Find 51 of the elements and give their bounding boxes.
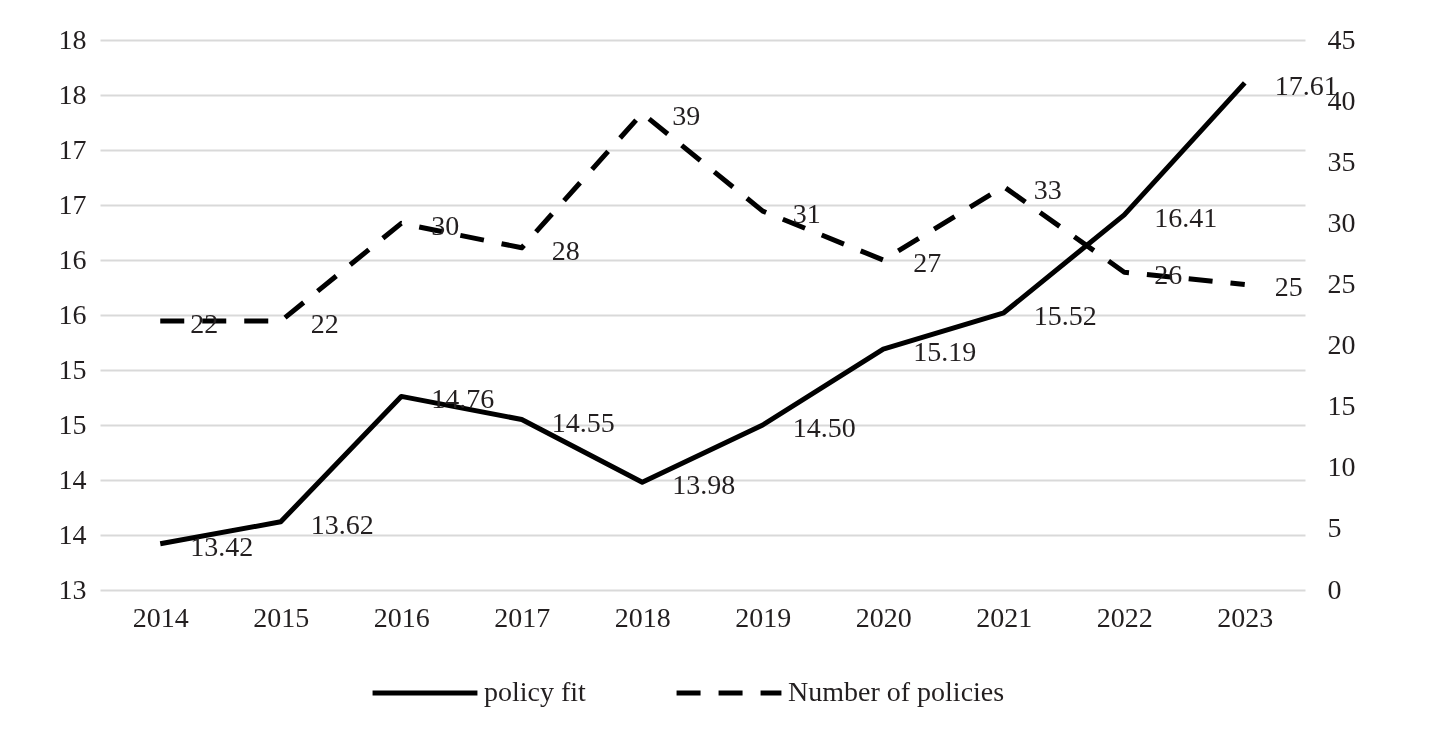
data-label: 27 — [913, 247, 942, 278]
y2-tick-label: 10 — [1327, 451, 1356, 483]
legend-label: policy fit — [484, 676, 587, 707]
data-label: 13.98 — [672, 469, 736, 501]
y-tick-label: 18 — [58, 23, 87, 55]
legend-label: Number of policies — [788, 676, 1005, 707]
y-tick-label: 15 — [58, 353, 87, 385]
y-tick-label: 18 — [58, 78, 87, 110]
y-tick-label: 17 — [58, 188, 87, 220]
y2-tick-label: 35 — [1327, 145, 1356, 177]
x-tick-label: 2016 — [373, 601, 430, 633]
y-tick-label: 16 — [58, 243, 87, 275]
data-label: 14.55 — [551, 406, 615, 438]
data-label: 13.42 — [190, 530, 254, 562]
y2-tick-label: 0 — [1327, 573, 1342, 605]
x-tick-label: 2022 — [1096, 601, 1153, 633]
data-label: 16.41 — [1154, 201, 1218, 233]
x-tick-label: 2019 — [735, 601, 792, 633]
data-label: 13.62 — [310, 508, 374, 540]
x-tick-label: 2020 — [855, 601, 912, 633]
data-label: 30 — [431, 210, 460, 242]
data-label: 26 — [1154, 259, 1183, 291]
y-tick-label: 16 — [58, 298, 87, 330]
y2-tick-label: 45 — [1327, 23, 1356, 55]
data-label: 39 — [672, 100, 701, 132]
data-label: 22 — [310, 308, 339, 340]
x-tick-label: 2018 — [614, 601, 671, 633]
data-label: 33 — [1033, 173, 1062, 205]
data-label: 25 — [1274, 271, 1303, 303]
x-tick-label: 2021 — [976, 601, 1033, 633]
data-label: 15.19 — [913, 336, 977, 368]
data-label: 15.52 — [1033, 299, 1097, 331]
x-tick-label: 2017 — [494, 601, 551, 633]
y-tick-label: 15 — [58, 408, 87, 440]
x-tick-label: 2015 — [253, 601, 310, 633]
y2-tick-label: 5 — [1327, 512, 1342, 544]
data-label: 22 — [190, 308, 219, 340]
x-tick-label: 2014 — [132, 601, 189, 633]
y2-tick-label: 30 — [1327, 206, 1356, 238]
data-label: 28 — [551, 234, 580, 266]
y-tick-label: 17 — [58, 133, 87, 165]
y2-tick-label: 25 — [1327, 267, 1356, 299]
y2-tick-label: 20 — [1327, 329, 1356, 361]
x-tick-label: 2023 — [1217, 601, 1274, 633]
y-tick-label: 14 — [58, 518, 87, 550]
y-tick-label: 13 — [58, 573, 87, 605]
y-tick-label: 14 — [58, 463, 87, 495]
data-label: 31 — [792, 198, 821, 230]
data-label: 14.76 — [431, 383, 495, 415]
y2-tick-label: 15 — [1327, 390, 1356, 422]
data-label: 14.50 — [792, 412, 856, 443]
